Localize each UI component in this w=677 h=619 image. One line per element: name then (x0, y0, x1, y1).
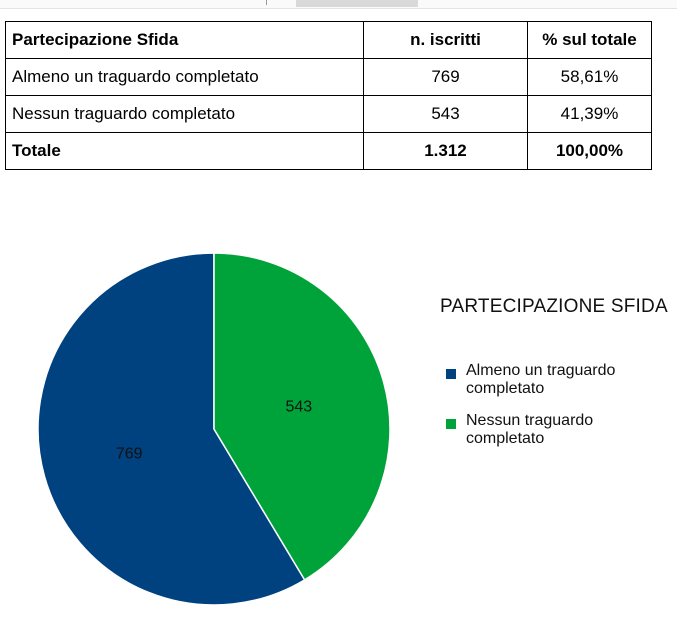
row-percent-cell: 58,61% (527, 58, 652, 96)
header-cell-category: Partecipazione Sfida (5, 21, 364, 59)
row-count-cell: 769 (363, 58, 528, 96)
pie-slice-not-completed (213, 252, 391, 581)
legend-swatch-completed (446, 369, 456, 379)
header-cell-count: n. iscritti (363, 21, 528, 59)
pie-label-not-completed: 543 (285, 398, 312, 415)
table-total-row: Totale 1.312 100,00% (5, 132, 652, 170)
participation-table: Partecipazione Sfida n. iscritti % sul t… (5, 21, 652, 170)
row-category-cell: Nessun traguardo completato (5, 95, 364, 133)
chart-title: PARTECIPAZIONE SFIDA (440, 296, 668, 317)
row-count-cell: 543 (363, 95, 528, 133)
legend-label-not-completed: Nessun traguardo completato (466, 412, 594, 447)
header-cell-percent: % sul totale (527, 21, 652, 59)
table-header-row: Partecipazione Sfida n. iscritti % sul t… (5, 21, 652, 59)
table-row: Nessun traguardo completato 543 41,39% (5, 95, 652, 133)
pie-label-completed: 769 (116, 446, 143, 463)
row-category-cell: Almeno un traguardo completato (5, 58, 364, 96)
pie-chart: 769 543 (37, 252, 391, 606)
window-top-strip (0, 0, 677, 9)
strip-divider (266, 0, 267, 5)
total-label-cell: Totale (5, 132, 364, 170)
table-row: Almeno un traguardo completato 769 58,61… (5, 58, 652, 96)
row-percent-cell: 41,39% (527, 95, 652, 133)
pie-slice-completed (37, 252, 306, 606)
scroll-thumb[interactable] (296, 0, 418, 7)
legend-label-completed: Almeno un traguardo completato (466, 362, 616, 397)
total-count-cell: 1.312 (363, 132, 528, 170)
total-percent-cell: 100,00% (527, 132, 652, 170)
legend-swatch-not-completed (446, 419, 456, 429)
